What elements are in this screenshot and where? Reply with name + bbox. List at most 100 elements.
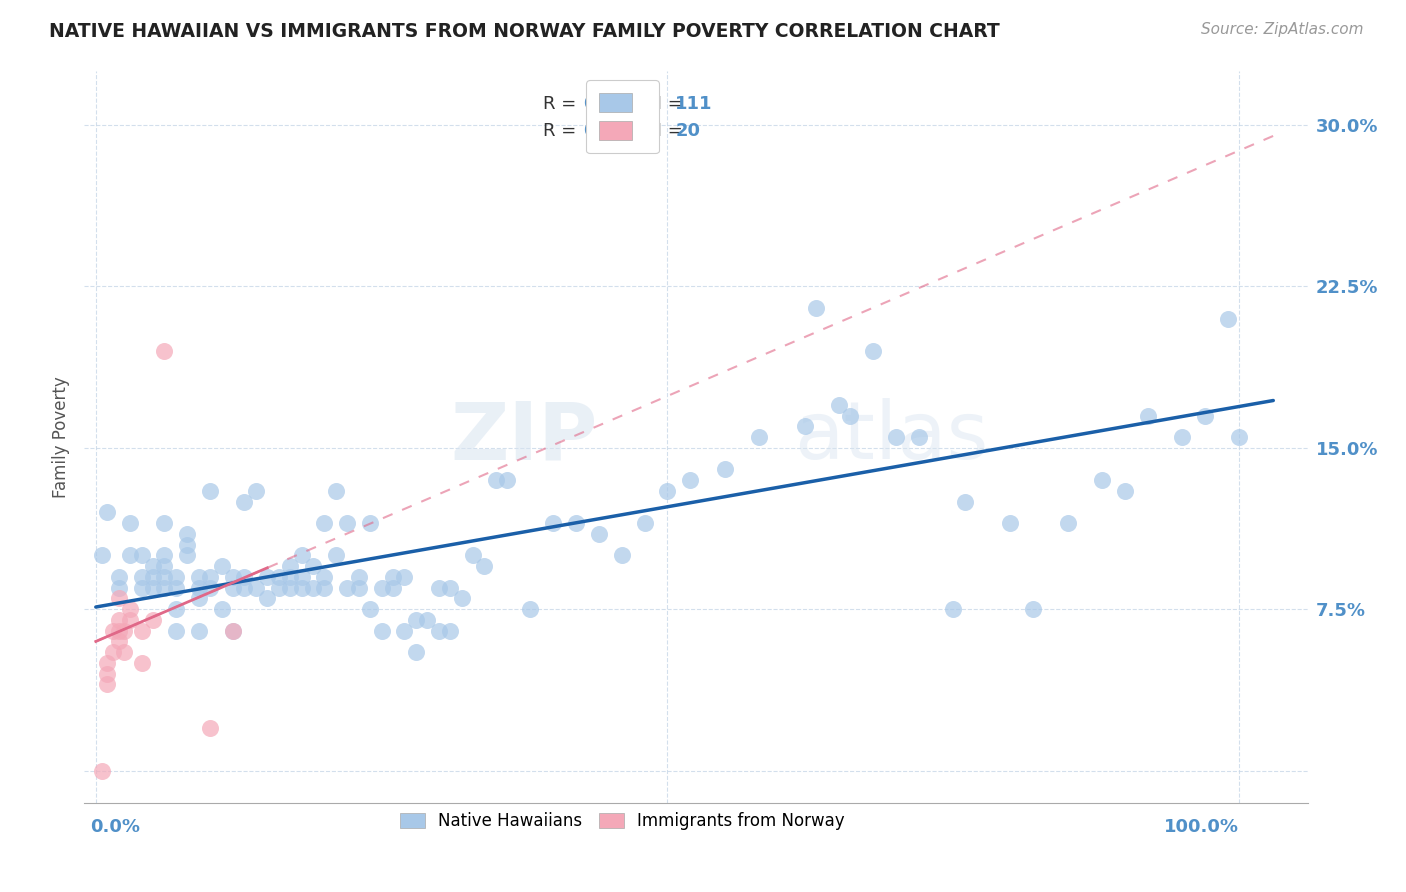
Point bbox=[90, 764, 112, 778]
Point bbox=[120, 602, 142, 616]
Point bbox=[405, 613, 427, 627]
Point bbox=[233, 494, 256, 508]
Point bbox=[713, 462, 735, 476]
Point bbox=[278, 581, 301, 595]
Point bbox=[942, 602, 965, 616]
Point bbox=[142, 570, 165, 584]
Point bbox=[314, 516, 336, 530]
Text: 100.0%: 100.0% bbox=[1164, 818, 1239, 836]
Point bbox=[107, 634, 129, 648]
Point bbox=[1216, 311, 1239, 326]
Point bbox=[1114, 483, 1136, 498]
Point bbox=[748, 430, 770, 444]
Point bbox=[302, 581, 325, 595]
Point bbox=[153, 559, 176, 574]
Point bbox=[839, 409, 862, 423]
Text: 20: 20 bbox=[675, 122, 700, 140]
Point bbox=[165, 570, 187, 584]
Point bbox=[290, 570, 312, 584]
Point bbox=[1056, 516, 1078, 530]
Point bbox=[256, 570, 278, 584]
Text: Source: ZipAtlas.com: Source: ZipAtlas.com bbox=[1201, 22, 1364, 37]
Point bbox=[1136, 409, 1159, 423]
Point bbox=[804, 301, 827, 315]
Text: 0.129: 0.129 bbox=[583, 122, 640, 140]
Text: 0.379: 0.379 bbox=[583, 95, 640, 112]
Point bbox=[176, 527, 198, 541]
Point bbox=[165, 581, 187, 595]
Point bbox=[187, 570, 209, 584]
Text: NATIVE HAWAIIAN VS IMMIGRANTS FROM NORWAY FAMILY POVERTY CORRELATION CHART: NATIVE HAWAIIAN VS IMMIGRANTS FROM NORWA… bbox=[49, 22, 1000, 41]
Point bbox=[1091, 473, 1114, 487]
Point bbox=[96, 677, 118, 691]
Point bbox=[267, 570, 290, 584]
Point bbox=[884, 430, 907, 444]
Text: 111: 111 bbox=[675, 95, 713, 112]
Point bbox=[610, 549, 633, 563]
Point bbox=[1171, 430, 1194, 444]
Point bbox=[908, 430, 931, 444]
Point bbox=[187, 624, 209, 638]
Point bbox=[233, 570, 256, 584]
Point bbox=[211, 602, 233, 616]
Point bbox=[359, 516, 381, 530]
Point bbox=[120, 516, 142, 530]
Point bbox=[256, 591, 278, 606]
Point bbox=[427, 624, 450, 638]
Point bbox=[1022, 602, 1045, 616]
Point bbox=[198, 721, 221, 735]
Point bbox=[131, 549, 153, 563]
Point bbox=[427, 581, 450, 595]
Point bbox=[120, 613, 142, 627]
Point bbox=[474, 559, 496, 574]
Point bbox=[565, 516, 588, 530]
Point bbox=[370, 581, 392, 595]
Point bbox=[862, 344, 884, 359]
Point bbox=[165, 624, 187, 638]
Point bbox=[222, 624, 245, 638]
Point bbox=[96, 656, 118, 670]
Point bbox=[439, 581, 461, 595]
Text: N =: N = bbox=[637, 95, 689, 112]
Point bbox=[131, 624, 153, 638]
Point bbox=[198, 570, 221, 584]
Point bbox=[101, 645, 124, 659]
Point bbox=[176, 538, 198, 552]
Point bbox=[485, 473, 508, 487]
Point bbox=[96, 666, 118, 681]
Point bbox=[198, 581, 221, 595]
Point bbox=[953, 494, 976, 508]
Point bbox=[245, 581, 267, 595]
Point bbox=[96, 505, 118, 519]
Point bbox=[245, 483, 267, 498]
Point bbox=[633, 516, 655, 530]
Point bbox=[176, 549, 198, 563]
Point bbox=[112, 624, 135, 638]
Point bbox=[394, 624, 416, 638]
Text: 0.0%: 0.0% bbox=[90, 818, 141, 836]
Point bbox=[405, 645, 427, 659]
Point bbox=[153, 581, 176, 595]
Point bbox=[153, 344, 176, 359]
Point bbox=[142, 613, 165, 627]
Point bbox=[461, 549, 484, 563]
Y-axis label: Family Poverty: Family Poverty bbox=[52, 376, 70, 498]
Point bbox=[142, 559, 165, 574]
Point bbox=[142, 581, 165, 595]
Point bbox=[107, 613, 129, 627]
Point bbox=[278, 559, 301, 574]
Point bbox=[107, 581, 129, 595]
Point bbox=[657, 483, 679, 498]
Point bbox=[187, 591, 209, 606]
Point bbox=[1194, 409, 1216, 423]
Point bbox=[541, 516, 564, 530]
Point bbox=[290, 549, 312, 563]
Point bbox=[278, 570, 301, 584]
Point bbox=[1227, 430, 1250, 444]
Point bbox=[314, 581, 336, 595]
Point bbox=[325, 483, 347, 498]
Point bbox=[107, 570, 129, 584]
Point bbox=[222, 581, 245, 595]
Point bbox=[198, 483, 221, 498]
Point bbox=[793, 419, 815, 434]
